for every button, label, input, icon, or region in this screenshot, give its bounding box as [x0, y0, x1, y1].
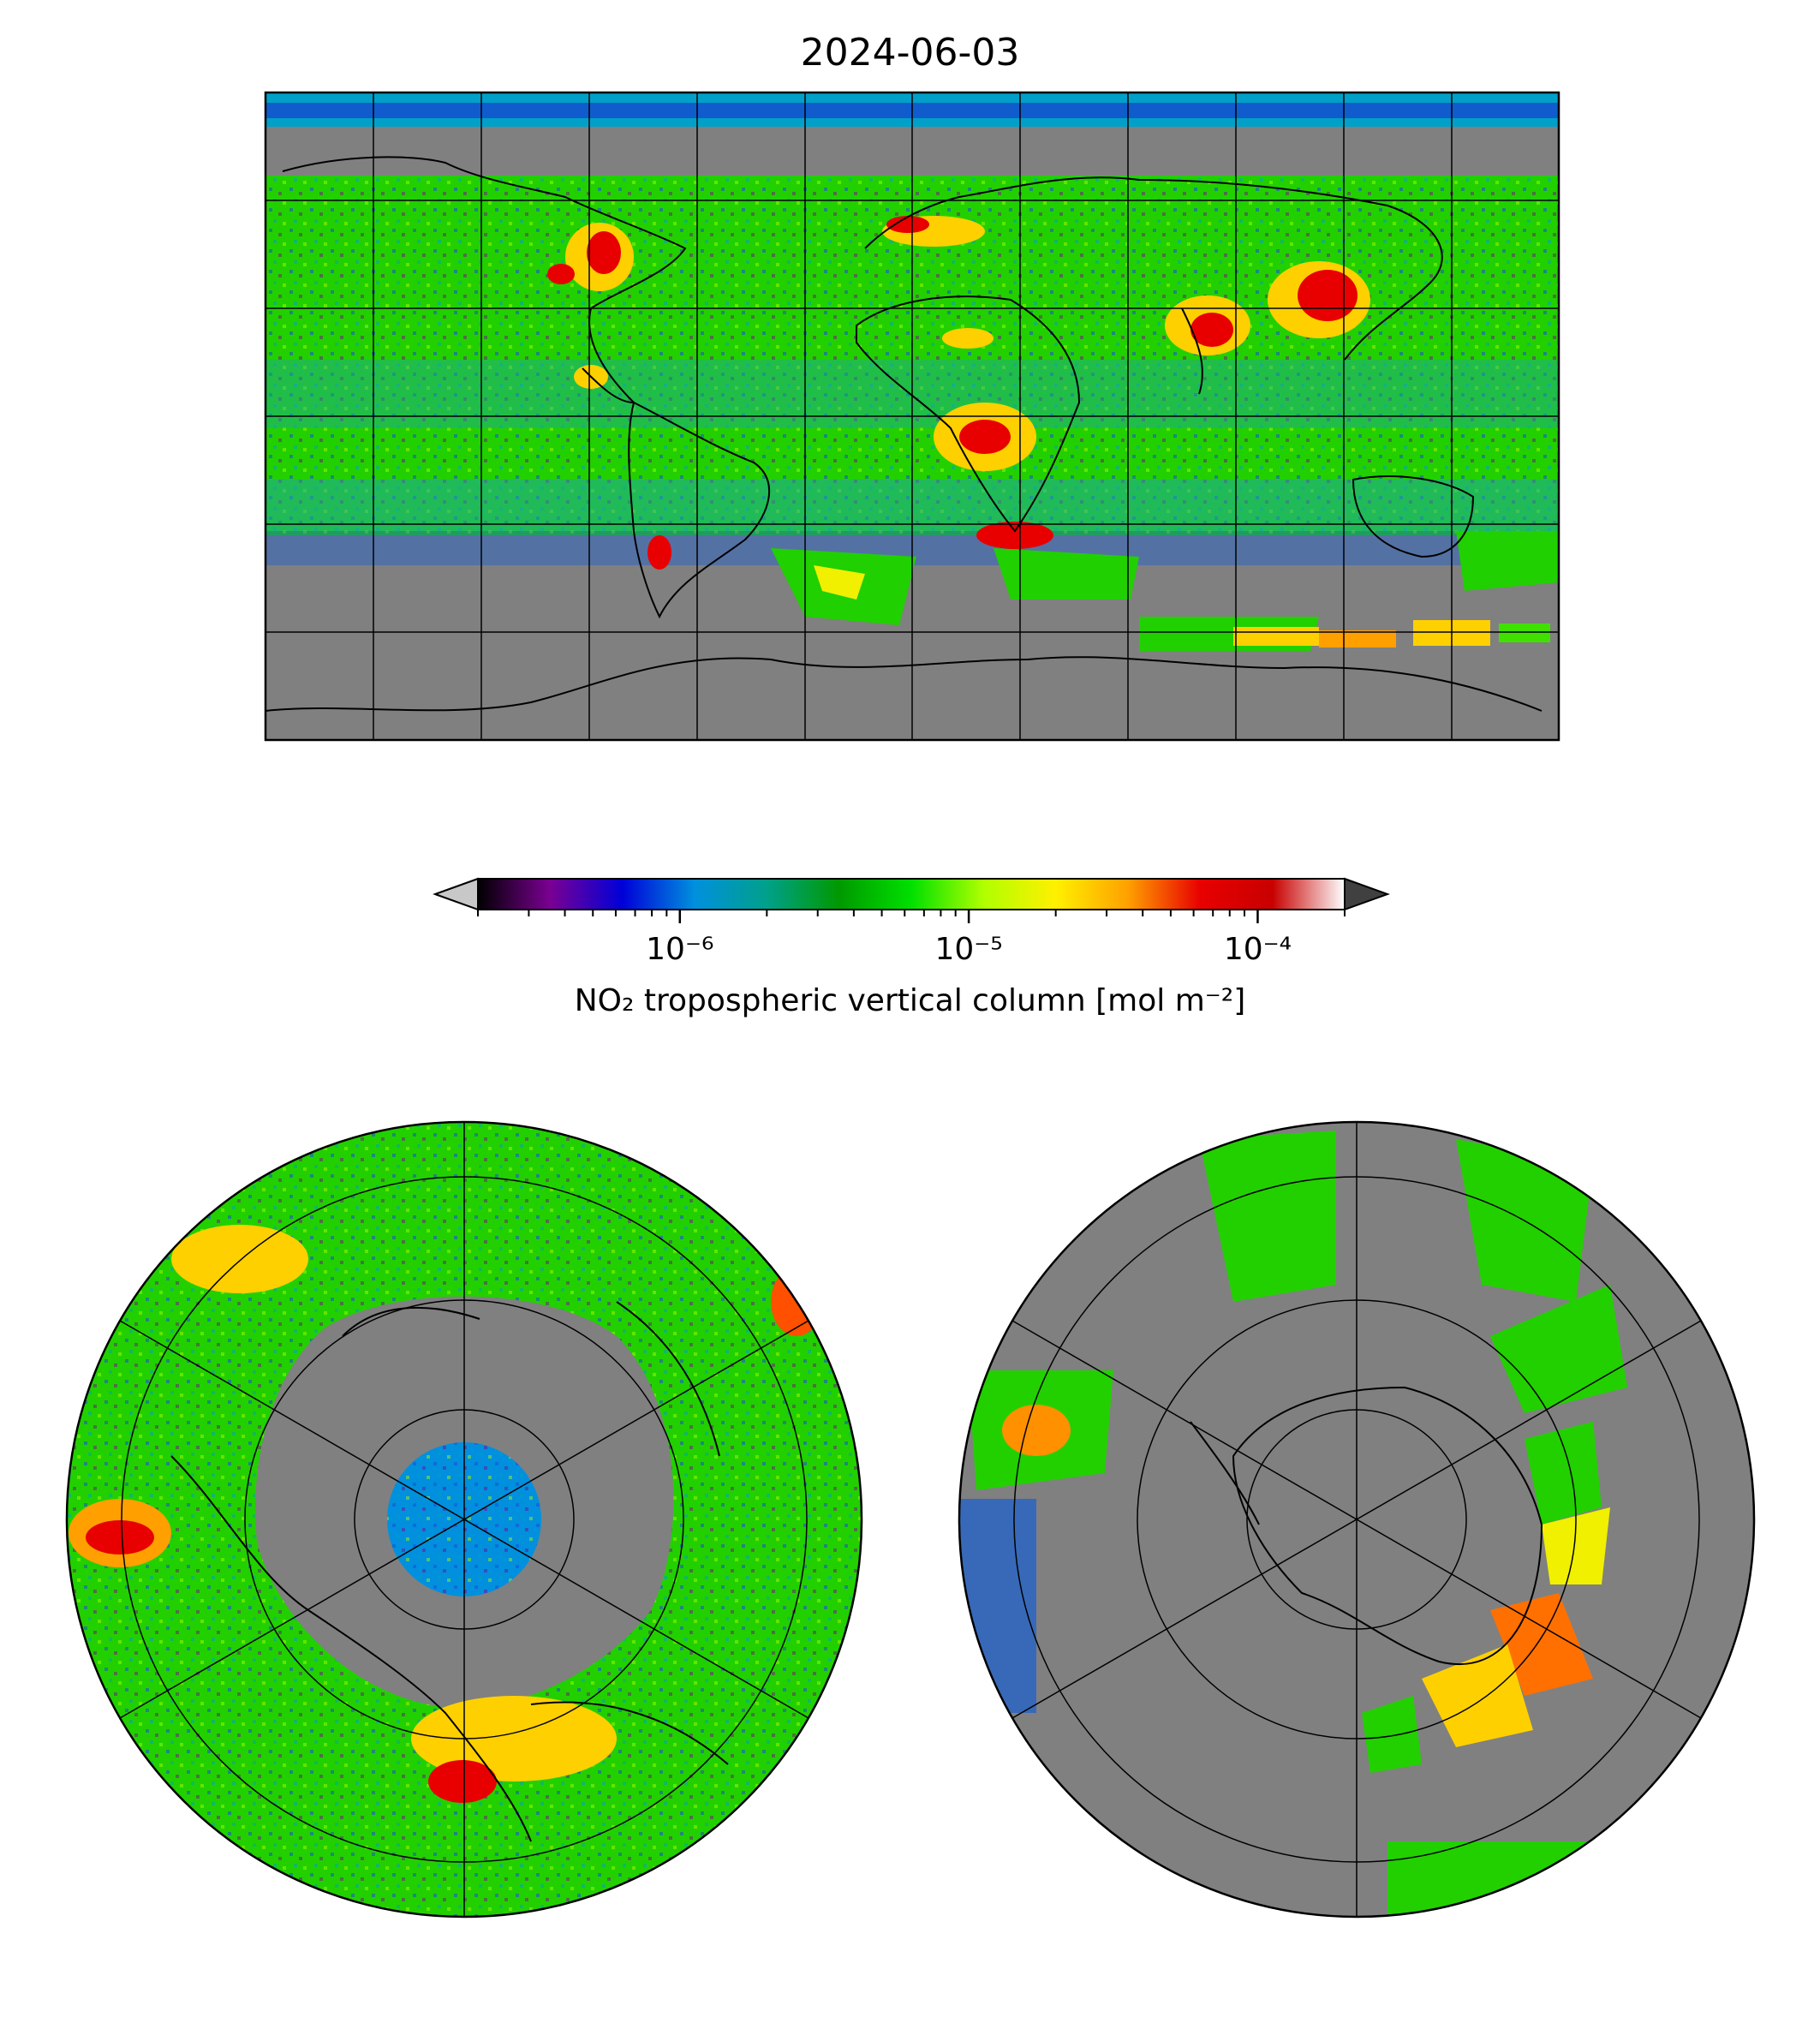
north-polar-map	[67, 1122, 862, 1917]
colorbar-ticks: 10⁻⁶ 10⁻⁵ 10⁻⁴	[477, 910, 1346, 967]
south-coastlines	[1190, 1386, 1543, 1666]
south-graticule	[1011, 1122, 1702, 1917]
colorbar-tick-label: 10⁻⁴	[1224, 932, 1292, 967]
global-map-frame	[264, 91, 1560, 742]
global-graticule	[266, 92, 1559, 740]
colorbar: 10⁻⁶ 10⁻⁵ 10⁻⁴	[433, 877, 1390, 967]
colorbar-tick-label: 10⁻⁵	[934, 932, 1002, 967]
south-polar-map	[959, 1122, 1754, 1917]
north-polar-frame	[65, 1120, 863, 1919]
global-coastlines	[266, 156, 1543, 712]
global-map	[266, 92, 1559, 740]
colorbar-label: NO₂ tropospheric vertical column [mol m⁻…	[574, 983, 1246, 1018]
colorbar-gradient	[478, 879, 1345, 910]
figure-title: 2024-06-03	[800, 31, 1020, 75]
colorbar-tick-label: 10⁻⁶	[646, 932, 713, 967]
north-graticule	[119, 1122, 809, 1917]
south-polar-frame	[958, 1120, 1756, 1919]
colorbar-under-extension	[433, 877, 479, 911]
colorbar-over-extension	[1344, 877, 1390, 911]
